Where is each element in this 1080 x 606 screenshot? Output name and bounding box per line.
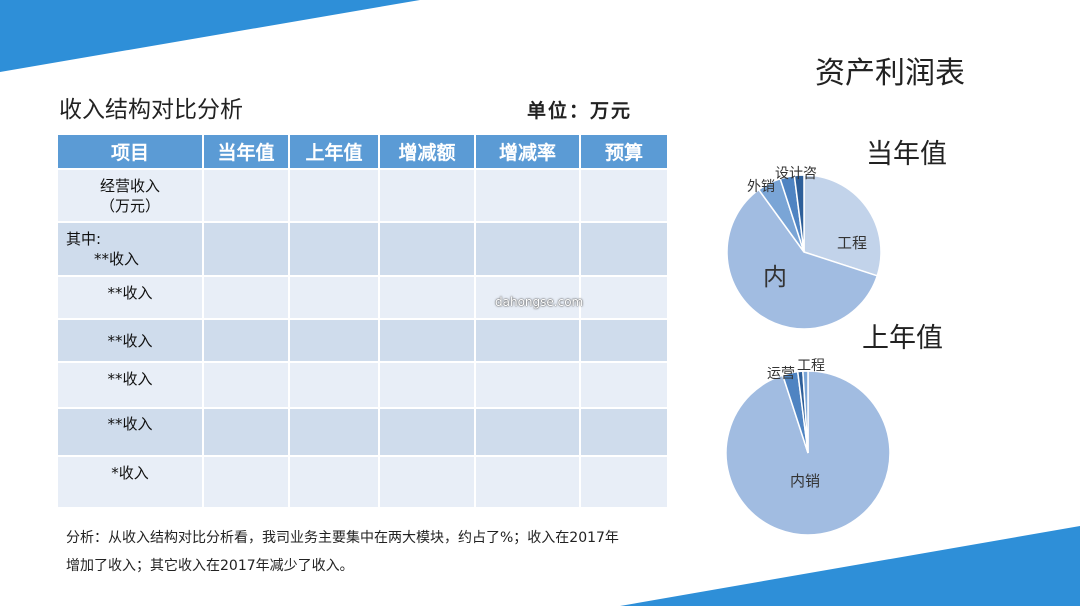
cell-rate	[474, 361, 581, 409]
cell-previous	[288, 221, 380, 277]
cell-change	[378, 221, 476, 277]
table-row: **收入	[56, 275, 669, 320]
unit-label: 单位：万元	[527, 100, 633, 122]
cell-previous	[288, 455, 380, 509]
row-label-line1: **收入	[107, 415, 153, 433]
table-row: 经营收入 （万元）	[56, 168, 669, 223]
cell-current	[202, 275, 290, 320]
table-subtitle: 收入结构对比分析	[59, 97, 243, 123]
row-label-line2: （万元）	[99, 196, 160, 215]
cell-current	[202, 318, 290, 363]
cell-change	[378, 407, 476, 457]
cell-rate	[474, 455, 581, 509]
row-label: **收入	[56, 275, 204, 320]
analysis-line2: 增加了收入；其它收入在2017年减少了收入。	[66, 558, 354, 574]
header-current-year: 当年值	[202, 133, 290, 170]
table-row: **收入	[56, 318, 669, 363]
slide-title: 资产利润表	[815, 56, 965, 91]
cell-previous	[288, 361, 380, 409]
row-label-line1: **收入	[107, 370, 153, 388]
top-left-decoration	[0, 0, 420, 72]
pie-label: 工程	[837, 234, 867, 252]
pie-title-current-year: 当年值	[866, 139, 947, 170]
income-structure-table: 项目 当年值 上年值 增减额 增减率 预算 经营收入 （万元） 其中: **收入…	[56, 133, 669, 509]
pie-slice	[726, 188, 879, 330]
cell-budget	[579, 318, 669, 363]
cell-current	[202, 455, 290, 509]
row-label: 经营收入 （万元）	[56, 168, 204, 223]
pie-label: 设计咨	[775, 166, 817, 182]
row-label-line2: **收入	[94, 250, 140, 268]
cell-change	[378, 318, 476, 363]
cell-budget	[579, 407, 669, 457]
cell-rate	[474, 407, 581, 457]
pie-label: 内	[763, 263, 787, 291]
cell-previous	[288, 275, 380, 320]
watermark: dahongse.com	[495, 295, 584, 309]
cell-change	[378, 275, 476, 320]
pie-label: 外销	[747, 179, 775, 195]
cell-budget	[579, 455, 669, 509]
analysis-text: 分析：从收入结构对比分析看，我司业务主要集中在两大模块，约占了%；收入在2017…	[66, 524, 676, 580]
cell-change	[378, 361, 476, 409]
pie-slice	[802, 370, 809, 454]
row-label: 其中: **收入	[56, 221, 204, 277]
cell-rate	[474, 221, 581, 277]
cell-current	[202, 361, 290, 409]
row-label: **收入	[56, 407, 204, 457]
header-change-amount: 增减额	[378, 133, 476, 170]
cell-current	[202, 168, 290, 223]
cell-change	[378, 168, 476, 223]
header-previous-year: 上年值	[288, 133, 380, 170]
cell-current	[202, 221, 290, 277]
analysis-line1: 分析：从收入结构对比分析看，我司业务主要集中在两大模块，约占了%；收入在2017…	[66, 530, 619, 546]
cell-budget	[579, 168, 669, 223]
table-row: **收入	[56, 361, 669, 409]
header-change-rate: 增减率	[474, 133, 581, 170]
row-label-line1: **收入	[107, 331, 153, 350]
row-label-line1: *收入	[111, 464, 149, 482]
pie-label: 运营	[767, 366, 795, 382]
table-header-row: 项目 当年值 上年值 增减额 增减率 预算	[56, 133, 669, 170]
cell-budget	[579, 361, 669, 409]
row-label: **收入	[56, 361, 204, 409]
cell-rate	[474, 168, 581, 223]
table-row: **收入	[56, 407, 669, 457]
cell-rate	[474, 275, 581, 320]
cell-previous	[288, 318, 380, 363]
table-row: 其中: **收入	[56, 221, 669, 277]
row-label-line1: **收入	[107, 284, 153, 302]
cell-previous	[288, 168, 380, 223]
pie-chart-previous-year: 内销 运营 工程	[725, 358, 891, 536]
row-label: *收入	[56, 455, 204, 509]
pie-slice	[793, 174, 805, 253]
row-label-line1: 其中:	[66, 230, 102, 248]
pie-slice	[803, 174, 882, 277]
row-label: **收入	[56, 318, 204, 363]
cell-budget	[579, 221, 669, 277]
cell-budget	[579, 275, 669, 320]
cell-rate	[474, 318, 581, 363]
pie-label: 工程	[797, 358, 825, 374]
cell-previous	[288, 407, 380, 457]
cell-change	[378, 455, 476, 509]
cell-current	[202, 407, 290, 457]
pie-label: 内销	[790, 472, 820, 490]
header-budget: 预算	[579, 133, 669, 170]
table-row: *收入	[56, 455, 669, 509]
row-label-line1: 经营收入	[99, 176, 160, 195]
pie-title-previous-year: 上年值	[862, 323, 943, 354]
header-item: 项目	[56, 133, 204, 170]
